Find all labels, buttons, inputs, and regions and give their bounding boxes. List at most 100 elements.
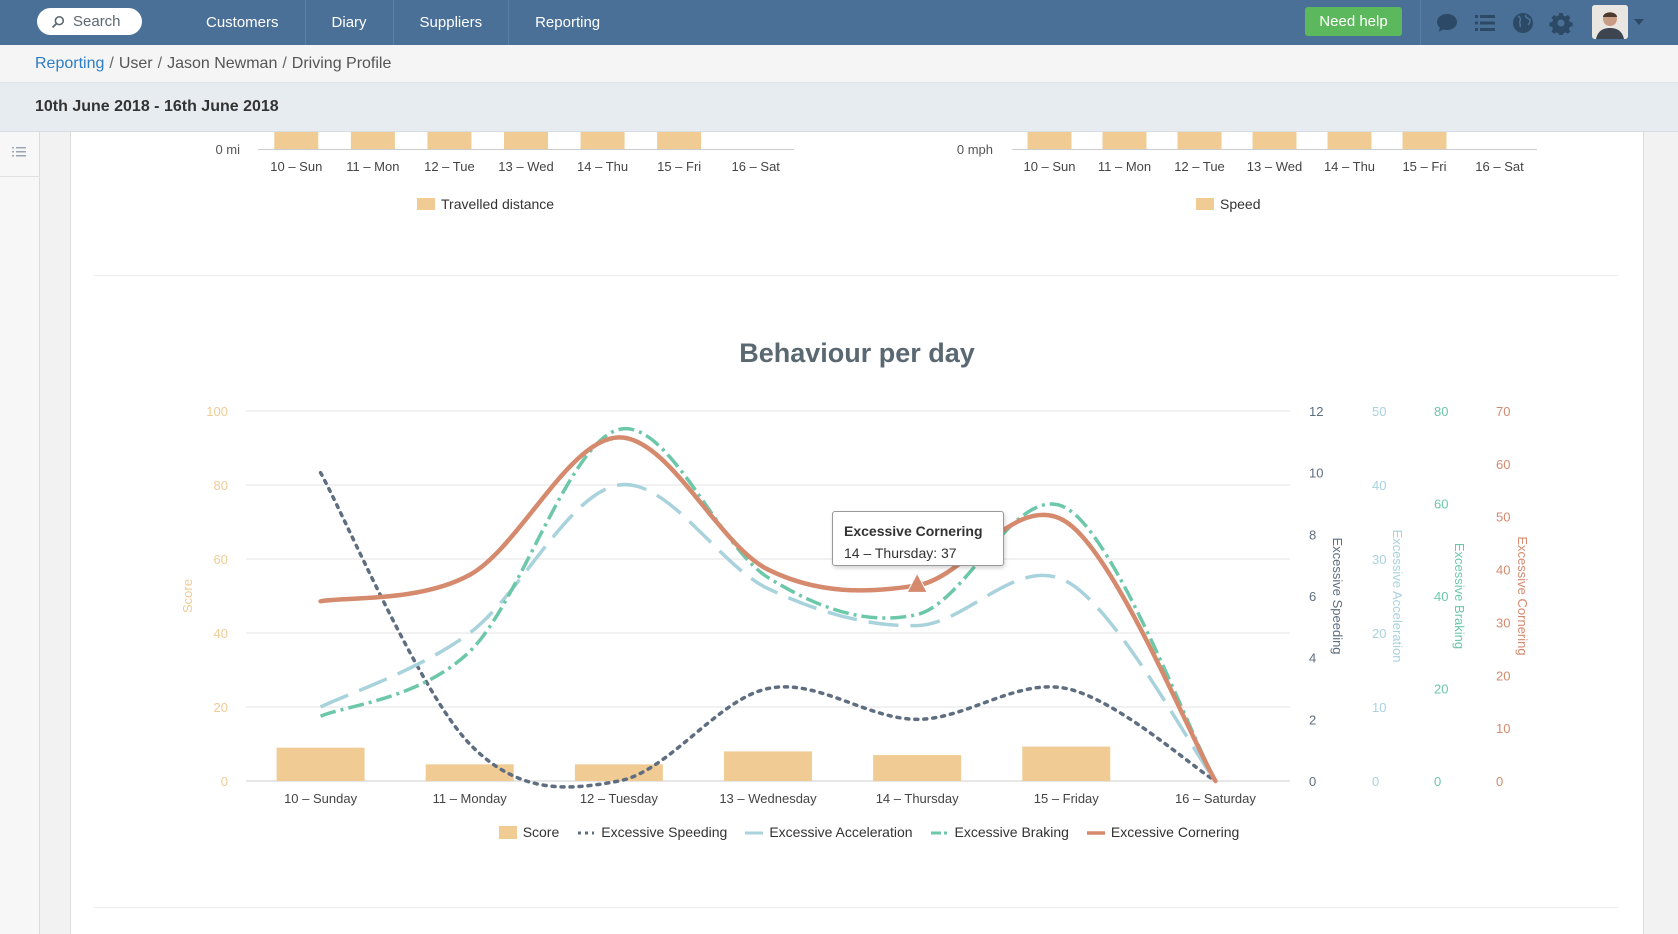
x-axis-tick: 12 – Tuesday [580,791,659,806]
speeding-axis-tick: 0 [1309,774,1316,789]
side-panel [0,132,40,934]
speeding-axis-tick: 4 [1309,651,1316,666]
chevron-down-icon[interactable] [1633,16,1645,28]
score-axis-tick: 40 [214,626,228,641]
speeding-axis-tick: 8 [1309,527,1316,542]
nav-customers[interactable]: Customers [180,0,306,45]
distance-bar [504,132,548,149]
distance-x-tick: 14 – Thu [577,159,628,172]
globe-icon[interactable] [1511,11,1535,35]
distance-x-tick: 16 – Sat [731,159,780,172]
acceleration-axis-tick: 10 [1372,700,1386,715]
x-axis-tick: 16 – Saturday [1175,791,1256,806]
distance-x-tick: 12 – Tue [424,159,475,172]
legend-label-speeding: Excessive Speeding [601,824,728,840]
cornering-line [318,435,1218,784]
main-nav: Customers Diary Suppliers Reporting [180,0,626,45]
speed-bar [1027,132,1072,149]
speed-legend-label: Speed [1220,196,1261,212]
nav-suppliers[interactable]: Suppliers [394,0,510,45]
speed-x-tick: 11 – Mon [1098,159,1151,172]
legend-swatch [417,198,435,210]
legend-swatch-score [498,825,517,839]
speed-x-tick: 12 – Tue [1174,159,1225,172]
section-divider [94,907,1618,908]
x-axis-tick: 13 – Wednesday [719,791,817,806]
speed-x-tick: 10 – Sun [1023,159,1075,172]
cornering-axis-tick: 10 [1496,721,1510,736]
speeding-axis-tick: 6 [1309,589,1316,604]
section-divider [94,275,1618,276]
breadcrumb-user: User [118,54,153,72]
speeding-axis-tick: 2 [1309,712,1316,727]
cornering-axis-title: Excessive Cornering [1515,536,1530,655]
cornering-axis-tick: 40 [1496,563,1510,578]
tooltip-body: 14 – Thursday: 37 [844,545,957,561]
distance-x-tick: 10 – Sun [270,159,322,172]
braking-axis-tick: 60 [1434,497,1448,512]
list-icon[interactable] [1473,11,1497,35]
distance-legend[interactable]: Travelled distance [417,196,554,212]
x-axis-tick: 15 – Friday [1034,791,1100,806]
speed-x-tick: 16 – Sat [1475,159,1524,172]
breadcrumb-user-name: Jason Newman [167,54,278,72]
x-axis-tick: 14 – Thursday [876,791,959,806]
acceleration-axis-title: Excessive Acceleration [1390,530,1405,663]
cornering-axis-tick: 20 [1496,668,1510,683]
menu-list-icon[interactable] [12,146,26,158]
score-bar [1022,746,1111,781]
score-bar [873,755,962,781]
score-axis-tick: 100 [206,404,228,419]
acceleration-line [319,482,1217,783]
legend-item-score[interactable]: Score [498,824,559,840]
speed-bar [1177,132,1222,149]
speed-x-tick: 13 – Wed [1247,159,1302,172]
gear-icon[interactable] [1549,11,1573,35]
chat-icon[interactable] [1435,11,1459,35]
score-axis-tick: 80 [214,478,228,493]
speed-x-tick: 14 – Thu [1324,159,1375,172]
nav-reporting[interactable]: Reporting [535,14,601,31]
score-bar [276,747,365,781]
topbar-icons [1435,0,1573,45]
breadcrumb-separator: / [282,54,287,72]
distance-y-zero-label: 0 mi [215,142,240,157]
nav-diary[interactable]: Diary [306,0,394,45]
hover-marker [906,572,928,593]
cornering-axis-tick: 50 [1496,510,1510,525]
braking-line [319,427,1217,782]
distance-x-tick: 13 – Wed [498,159,553,172]
topbar-divider [1420,0,1421,45]
speed-y-zero-label: 0 mph [957,142,993,157]
cornering-axis-tick: 30 [1496,615,1510,630]
breadcrumb-current: Driving Profile [291,54,392,72]
chart-title: Behaviour per day [739,338,975,368]
legend-swatch [1196,198,1214,210]
score-bar [724,751,812,781]
legend-item-acceleration[interactable]: Excessive Acceleration [745,824,913,840]
score-bar [425,764,514,781]
legend-item-speeding[interactable]: Excessive Speeding [577,824,727,840]
search-input[interactable]: Search [37,8,142,35]
distance-bar [427,132,472,149]
distance-bar [657,132,702,149]
legend-swatch-braking [930,831,949,834]
braking-axis-tick: 40 [1434,589,1448,604]
legend-swatch-speeding [578,831,595,834]
legend-item-braking[interactable]: Excessive Braking [930,824,1069,840]
speed-bar [1402,132,1447,149]
speed-x-tick: 15 – Fri [1402,159,1446,172]
user-avatar[interactable] [1592,5,1628,39]
score-axis-tick: 20 [214,700,228,715]
speeding-axis-tick: 10 [1309,466,1323,481]
distance-bar [274,132,319,149]
search-icon [51,15,65,28]
speed-legend[interactable]: Speed [1196,196,1260,212]
cornering-axis-tick: 70 [1496,404,1510,419]
speeding-line [318,470,1218,789]
speed-bar [1102,132,1147,149]
legend-item-cornering[interactable]: Excessive Cornering [1086,824,1239,840]
need-help-button[interactable]: Need help [1305,7,1402,36]
acceleration-axis-tick: 50 [1372,404,1386,419]
breadcrumb-reporting[interactable]: Reporting [35,54,105,72]
